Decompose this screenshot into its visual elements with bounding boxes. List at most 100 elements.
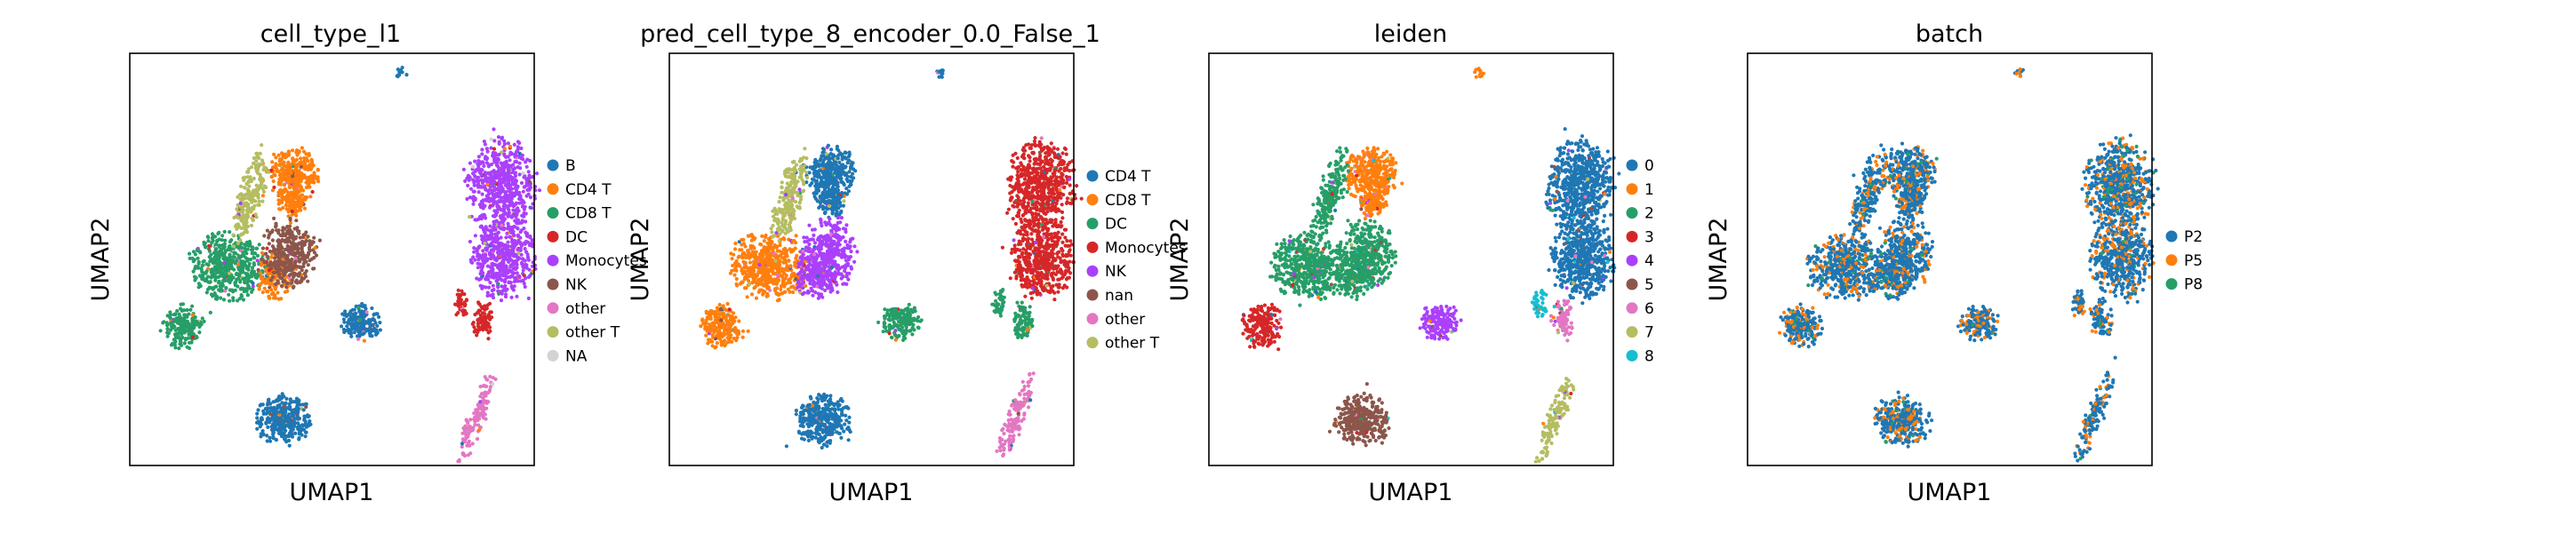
data-point: [276, 193, 281, 197]
data-point: [294, 170, 299, 174]
data-point: [499, 235, 503, 240]
data-point: [777, 249, 781, 253]
data-point: [490, 242, 494, 246]
data-point: [255, 411, 260, 416]
data-point: [493, 232, 498, 236]
data-point: [304, 405, 308, 410]
data-point: [494, 163, 500, 168]
data-point: [305, 195, 309, 200]
data-point: [306, 279, 310, 283]
data-point: [278, 233, 283, 238]
data-point: [212, 285, 217, 290]
data-point: [291, 285, 295, 290]
data-point: [486, 400, 491, 404]
data-point: [828, 156, 833, 161]
data-point: [484, 227, 489, 232]
data-point: [482, 312, 487, 316]
data-point: [476, 266, 481, 270]
data-point: [788, 290, 792, 294]
legend-label: NA: [565, 347, 588, 365]
data-point: [270, 244, 275, 249]
data-point: [237, 193, 242, 197]
data-point: [506, 244, 510, 249]
data-point: [265, 228, 269, 233]
data-point: [473, 419, 477, 424]
data-point: [316, 179, 321, 184]
data-point: [273, 409, 277, 413]
data-point: [783, 246, 788, 251]
data-point: [208, 280, 212, 284]
data-point: [526, 296, 531, 300]
data-point: [467, 439, 472, 443]
data-point: [168, 321, 173, 325]
data-point: [287, 169, 292, 173]
data-point: [237, 274, 242, 278]
data-point: [295, 183, 300, 188]
data-point: [273, 173, 277, 178]
data-point: [485, 303, 490, 307]
data-point: [454, 302, 459, 306]
data-point: [250, 191, 254, 195]
data-point: [282, 394, 286, 399]
data-point: [229, 288, 235, 292]
data-point: [508, 144, 513, 148]
data-point: [278, 244, 283, 249]
data-point: [256, 408, 260, 412]
data-point: [193, 278, 197, 282]
data-point: [485, 290, 490, 295]
data-point: [281, 197, 285, 202]
data-point: [498, 266, 502, 271]
data-point: [243, 243, 247, 247]
data-point: [937, 75, 941, 79]
data-point: [276, 153, 281, 157]
data-point: [480, 147, 484, 152]
data-point: [507, 168, 511, 172]
data-point: [507, 268, 511, 273]
data-point: [356, 322, 361, 326]
data-point: [299, 257, 303, 261]
data-point: [813, 157, 818, 162]
data-point: [516, 165, 520, 170]
data-point: [496, 285, 500, 290]
legend-label: other T: [565, 324, 620, 342]
data-point: [775, 276, 780, 282]
data-point: [277, 173, 282, 178]
data-point: [475, 437, 480, 442]
data-point: [273, 287, 277, 291]
data-point: [290, 194, 294, 198]
data-point: [733, 247, 738, 251]
data-point: [710, 321, 715, 325]
data-point: [733, 315, 738, 320]
data-point: [312, 235, 316, 240]
data-point: [220, 272, 224, 276]
data-point: [267, 235, 271, 240]
data-point: [183, 322, 188, 326]
data-point: [507, 253, 512, 258]
data-point: [520, 260, 524, 265]
data-point: [192, 274, 197, 279]
data-point: [281, 205, 285, 210]
data-point: [280, 200, 284, 204]
data-point: [245, 187, 251, 192]
data-point: [265, 246, 269, 251]
data-point: [733, 241, 738, 246]
data-point: [295, 187, 300, 193]
data-point: [236, 284, 240, 289]
data-point: [349, 334, 354, 338]
data-point: [510, 213, 516, 218]
data-point: [197, 330, 202, 335]
data-point: [271, 296, 276, 300]
scatter-points: [158, 66, 542, 464]
data-point: [492, 195, 496, 200]
data-point: [231, 296, 236, 300]
data-point: [484, 147, 490, 151]
data-point: [480, 237, 484, 242]
legend-label: CD4 T: [565, 181, 612, 199]
data-point: [312, 266, 316, 271]
data-point: [499, 290, 503, 295]
data-point: [494, 219, 499, 223]
data-point: [267, 268, 272, 273]
data-point: [527, 243, 532, 248]
data-point: [740, 335, 745, 339]
data-point: [300, 243, 305, 248]
